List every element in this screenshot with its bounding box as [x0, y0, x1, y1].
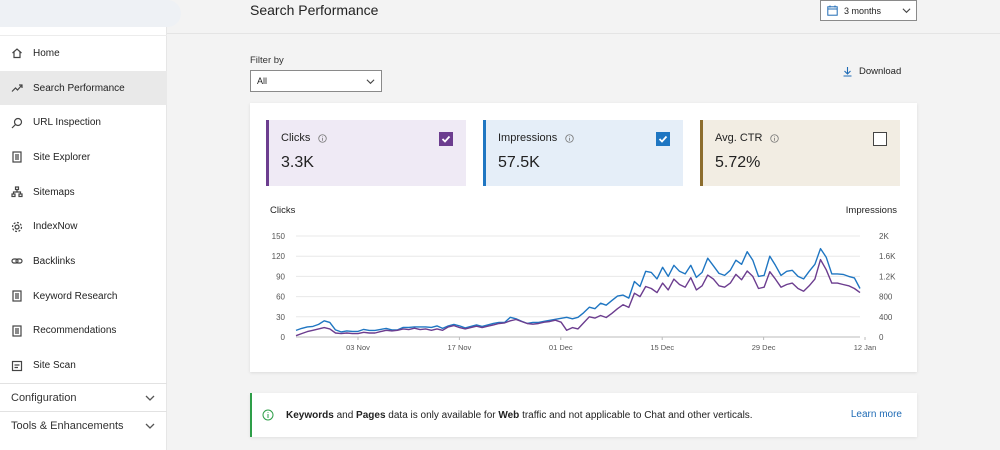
left-tick-label: 120 — [272, 252, 286, 261]
download-button[interactable]: Download — [842, 66, 901, 77]
info-icon[interactable] — [565, 133, 574, 143]
performance-chart: Clicks Impressions 150 120 90 60 30 0 2K 1.6K 1… — [250, 201, 917, 366]
sitemap-icon — [10, 186, 23, 199]
date-range-select[interactable]: 3 months — [820, 0, 917, 21]
sidebar-item-label: IndexNow — [33, 221, 78, 233]
filter-value: All — [257, 76, 268, 86]
clicks-checkbox[interactable] — [439, 132, 453, 146]
right-tick-label: 1.6K — [879, 252, 896, 261]
sidebar-item-site-scan[interactable]: Site Scan — [0, 348, 167, 383]
right-tick-label: 800 — [879, 293, 893, 302]
document-icon — [10, 151, 23, 164]
metric-value: 3.3K — [281, 154, 314, 171]
banner-text: Keywords and Pages data is only availabl… — [286, 409, 753, 421]
performance-chart-svg: Clicks Impressions 150 120 90 60 30 0 2K 1.6K 1… — [270, 205, 897, 352]
download-label: Download — [859, 66, 902, 77]
x-tick-label: 03 Nov — [346, 343, 370, 352]
right-tick-label: 1.2K — [879, 272, 896, 281]
trend-icon — [10, 82, 23, 95]
x-tick-label: 29 Dec — [752, 343, 776, 352]
metric-value: 5.72% — [715, 154, 761, 171]
header-divider — [167, 33, 1000, 34]
performance-card: Clicks 3.3K Impressions 57.5K Avg. CTR 5… — [250, 103, 917, 372]
check-icon — [658, 135, 668, 143]
calendar-icon — [827, 5, 838, 16]
info-icon[interactable] — [318, 133, 328, 143]
sidebar-item-label: Backlinks — [33, 255, 76, 267]
info-banner: Keywords and Pages data is only availabl… — [250, 393, 917, 437]
right-tick-label: 400 — [879, 313, 893, 322]
left-tick-label: 150 — [272, 232, 286, 241]
sidebar-item-label: Site Scan — [33, 360, 76, 372]
metric-label: Impressions — [498, 132, 558, 144]
sidebar-item-url-inspection[interactable]: URL Inspection — [0, 105, 167, 140]
home-icon — [10, 47, 23, 60]
metric-label: Avg. CTR — [715, 132, 763, 144]
document-icon — [10, 290, 23, 303]
info-icon — [262, 409, 274, 421]
sidebar-item-indexnow[interactable]: IndexNow — [0, 209, 167, 244]
section-label: Configuration — [11, 391, 77, 404]
sidebar-item-label: Home — [33, 47, 60, 59]
link-icon — [10, 255, 23, 268]
sidebar: Home Search Performance URL Inspection S… — [0, 0, 181, 450]
ctr-checkbox[interactable] — [873, 132, 887, 146]
right-tick-label: 2K — [879, 232, 889, 241]
sidebar-section-tools[interactable]: Tools & Enhancements — [0, 411, 167, 439]
sidebar-item-label: Recommendations — [33, 325, 117, 337]
sidebar-item-label: Search Performance — [33, 82, 125, 94]
filter-select[interactable]: All — [250, 70, 382, 92]
sidebar-item-label: URL Inspection — [33, 117, 101, 129]
sidebar-item-label: Keyword Research — [33, 290, 118, 302]
impressions-checkbox[interactable] — [656, 132, 670, 146]
series-line-impressions — [295, 247, 861, 333]
sidebar-item-label: Sitemaps — [33, 186, 75, 198]
sidebar-item-site-explorer[interactable]: Site Explorer — [0, 140, 167, 175]
document-icon — [10, 324, 23, 337]
page-title: Search Performance — [250, 2, 379, 18]
x-tick-label: 01 Dec — [549, 343, 573, 352]
sidebar-section-configuration[interactable]: Configuration — [0, 383, 167, 411]
left-tick-label: 0 — [281, 333, 286, 342]
metric-label: Clicks — [281, 132, 311, 144]
right-tick-label: 0 — [879, 333, 884, 342]
chevron-down-icon — [145, 421, 155, 431]
sidebar-item-home[interactable]: Home — [0, 36, 167, 71]
right-axis-label: Impressions — [846, 205, 897, 216]
left-tick-label: 30 — [276, 313, 285, 322]
left-axis-label: Clicks — [270, 205, 296, 216]
sidebar-item-backlinks[interactable]: Backlinks — [0, 244, 167, 279]
gear-icon — [10, 220, 23, 233]
info-icon[interactable] — [770, 133, 780, 143]
chevron-down-icon — [902, 8, 911, 14]
chevron-down-icon — [145, 393, 155, 403]
download-icon — [843, 67, 852, 77]
sidebar-item-keyword-research[interactable]: Keyword Research — [0, 279, 167, 314]
date-range-value: 3 months — [844, 5, 882, 16]
scan-icon — [10, 359, 23, 372]
sidebar-item-recommendations[interactable]: Recommendations — [0, 314, 167, 349]
chevron-down-icon — [366, 79, 375, 85]
search-icon — [10, 116, 23, 129]
sidebar-item-sitemaps[interactable]: Sitemaps — [0, 175, 167, 210]
left-tick-label: 90 — [276, 272, 285, 281]
sidebar-item-label: Site Explorer — [33, 151, 91, 163]
left-tick-label: 60 — [276, 293, 285, 302]
sidebar-item-search-performance[interactable]: Search Performance — [0, 70, 167, 106]
x-tick-label: 17 Nov — [448, 343, 472, 352]
metric-impressions[interactable]: Impressions 57.5K — [483, 120, 683, 186]
x-tick-label: 12 Jan — [854, 343, 877, 352]
metric-avg-ctr[interactable]: Avg. CTR 5.72% — [700, 120, 900, 186]
section-label: Tools & Enhancements — [11, 419, 124, 432]
learn-more-link[interactable]: Learn more — [850, 409, 902, 420]
sidebar-nav: Home Search Performance URL Inspection S… — [0, 35, 167, 383]
series-line-clicks — [295, 258, 861, 337]
check-icon — [441, 135, 451, 143]
x-tick-label: 15 Dec — [650, 343, 674, 352]
filter-label: Filter by — [250, 55, 284, 66]
metric-clicks[interactable]: Clicks 3.3K — [266, 120, 466, 186]
sidebar-search-box[interactable] — [0, 0, 181, 27]
metric-value: 57.5K — [498, 154, 540, 171]
